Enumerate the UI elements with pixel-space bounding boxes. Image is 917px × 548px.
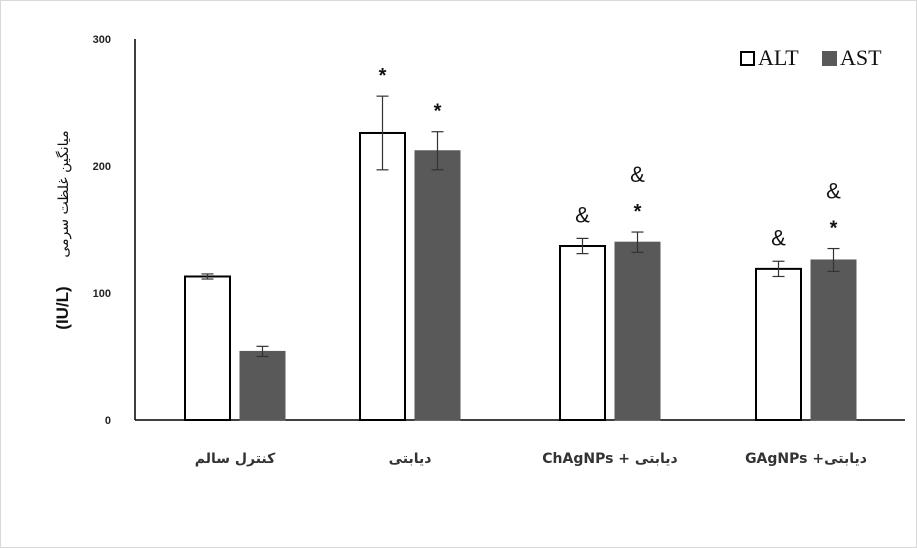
error-bars — [201, 95, 840, 358]
bar-alt — [559, 245, 606, 421]
significance-star: * — [434, 101, 442, 123]
significance-ampersand: & — [630, 162, 645, 187]
legend: ALT AST — [740, 45, 882, 70]
significance-star: * — [830, 218, 838, 240]
x-category-label: کنترل سالم — [195, 451, 276, 467]
bars — [184, 131, 857, 421]
significance-ampersand: & — [575, 202, 590, 227]
y-axis-unit: (IU/L) — [53, 286, 72, 329]
legend-label-alt: ALT — [758, 45, 799, 70]
y-axis-label: میانگین غلظت سرمی (IU/L) — [53, 130, 72, 329]
legend-swatch-alt — [740, 51, 755, 66]
y-tick-label: 300 — [93, 34, 111, 46]
x-category-label: دیابتی + ChAgNPs — [542, 451, 677, 467]
significance-ampersand: & — [826, 179, 841, 204]
y-tick-label: 100 — [93, 288, 111, 300]
bar-alt — [184, 275, 231, 421]
x-category-labels: کنترل سالم دیابتی دیابتی + ChAgNPs دیابتی+ … — [195, 451, 867, 467]
bar-alt — [755, 267, 802, 421]
legend-label-ast: AST — [840, 45, 882, 70]
x-category-label: دیابتی+ GAgNPs — [745, 451, 867, 467]
significance-annotations: * * & & * & & * — [379, 65, 842, 250]
y-axis-title: میانگین غلظت سرمی — [55, 130, 72, 257]
significance-star: * — [379, 65, 387, 87]
x-category-label: دیابتی — [389, 451, 432, 467]
legend-swatch-ast — [822, 51, 837, 66]
significance-star: * — [634, 201, 642, 223]
bar-ast — [239, 350, 286, 421]
y-tick-label: 200 — [93, 161, 111, 173]
bar-alt — [359, 131, 406, 421]
y-tick-labels: 0 100 200 300 — [93, 34, 111, 427]
bar-ast — [614, 241, 661, 421]
bar-ast — [810, 259, 857, 421]
bar-ast — [414, 150, 461, 421]
significance-ampersand: & — [771, 225, 786, 250]
y-tick-label: 0 — [105, 415, 111, 427]
